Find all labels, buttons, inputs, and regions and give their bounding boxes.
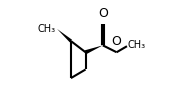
- Polygon shape: [85, 45, 103, 54]
- Polygon shape: [57, 29, 72, 42]
- Text: CH₃: CH₃: [38, 24, 56, 33]
- Text: CH₃: CH₃: [128, 40, 146, 50]
- Text: O: O: [98, 7, 108, 20]
- Text: O: O: [112, 35, 122, 48]
